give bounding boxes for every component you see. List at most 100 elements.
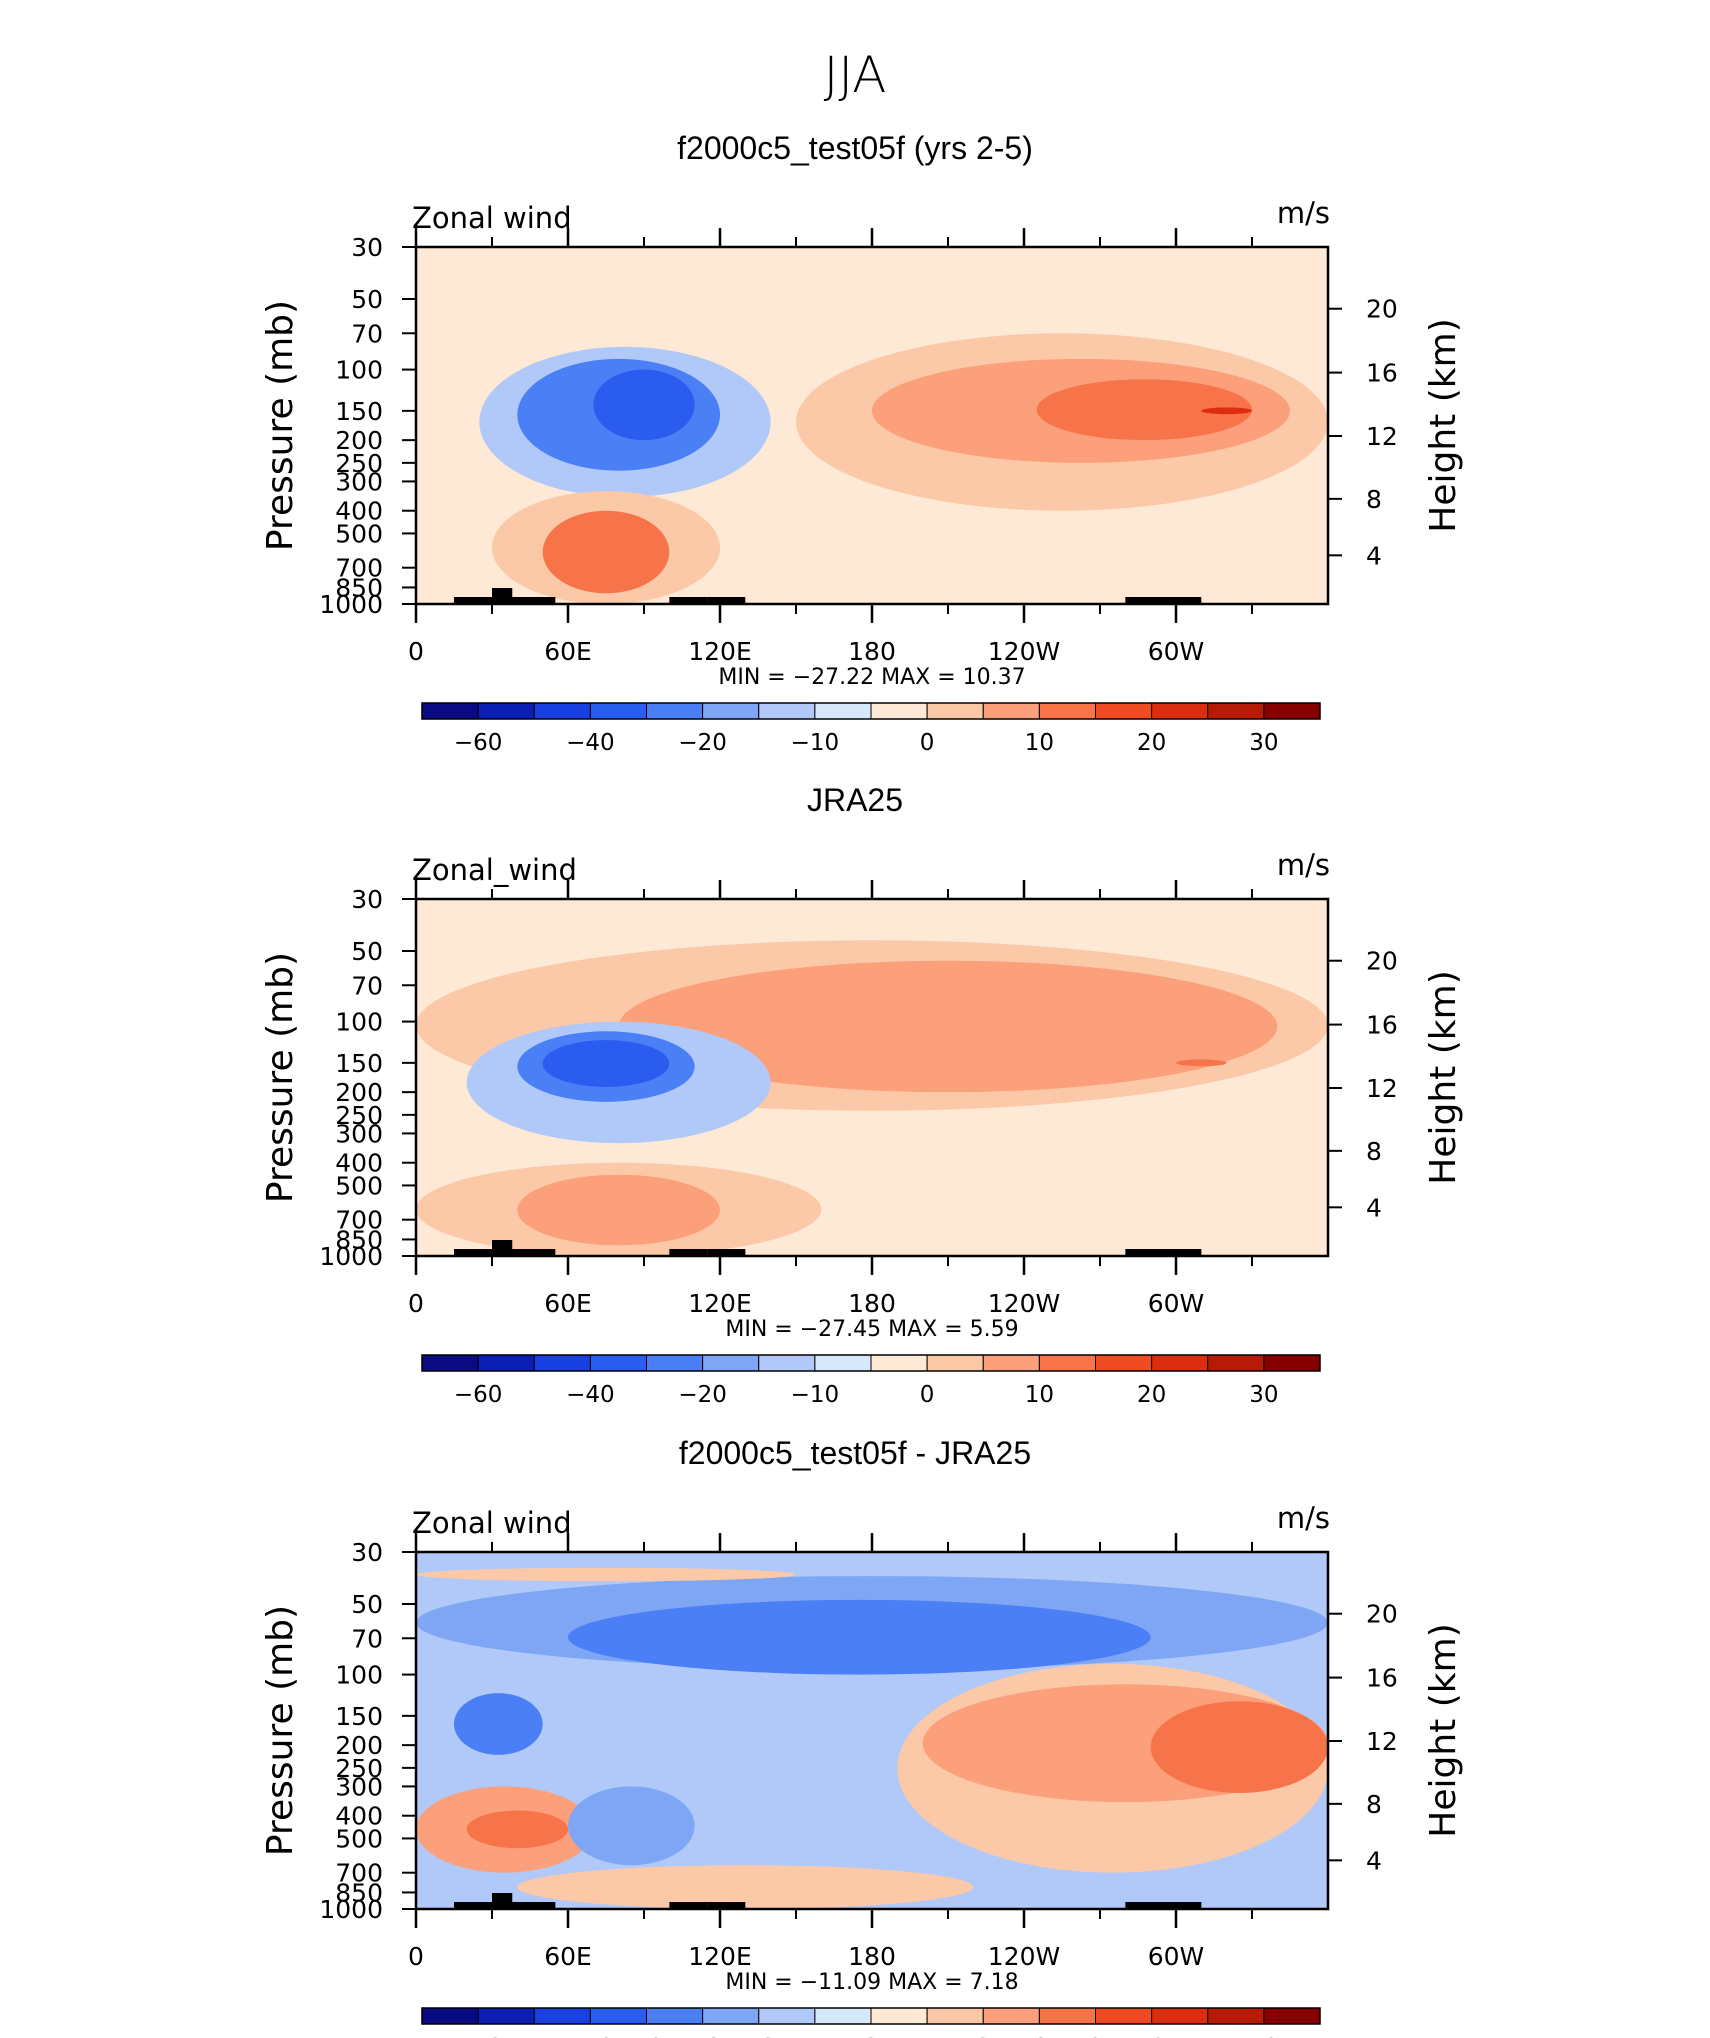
x-tick-label: 60W: [1148, 1942, 1205, 1971]
x-tick-label: 0: [408, 637, 424, 666]
x-tick-label: 120E: [688, 1942, 752, 1971]
y-tick-label: 200: [335, 1731, 383, 1760]
colorbar-swatch: [758, 1354, 816, 1372]
height-tick-label: 20: [1366, 947, 1398, 976]
x-tick-label: 120W: [988, 1289, 1060, 1318]
variable-label: Zonal_wind: [412, 853, 577, 887]
colorbar-swatch: [1151, 702, 1209, 720]
height-tick-label: 20: [1366, 1600, 1398, 1629]
colorbar-label: 0: [920, 1382, 935, 1408]
topography-block: [669, 1902, 708, 1909]
y-tick-label: 300: [335, 467, 383, 496]
y-tick-label: 850: [335, 1225, 383, 1254]
y-tick-label: 500: [335, 1171, 383, 1200]
contour-region: [466, 1810, 568, 1849]
colorbar-swatch: [589, 2007, 647, 2025]
topography-block: [1125, 597, 1202, 604]
y-tick-label: 700: [335, 1859, 383, 1888]
height-tick-label: 8: [1366, 485, 1382, 514]
height-tick-label: 16: [1366, 1664, 1398, 1693]
colorbar-label: 9: [1088, 2035, 1103, 2038]
contour-region: [1201, 407, 1252, 415]
panel-title: f2000c5_test05f (yrs 2-5): [677, 130, 1033, 166]
y-tick-label: 1000: [319, 590, 383, 619]
colorbar-swatch: [589, 1354, 647, 1372]
colorbar-label: 10: [1025, 730, 1054, 756]
colorbar-swatch: [1095, 2007, 1153, 2025]
colorbar-swatch: [982, 702, 1040, 720]
height-tick-label: 8: [1366, 1790, 1382, 1819]
colorbar-swatch: [926, 2007, 984, 2025]
y-tick-label: 50: [351, 285, 383, 314]
y-axis-label: Pressure (mb): [260, 1605, 301, 1856]
y-tick-label: 70: [351, 1624, 383, 1653]
topography-block: [707, 1902, 746, 1909]
y-tick-label: 400: [335, 497, 383, 526]
y-tick-label: 1000: [319, 1242, 383, 1271]
colorbar-swatch: [758, 2007, 816, 2025]
height-tick-label: 8: [1366, 1137, 1382, 1166]
page-title: JJA: [824, 46, 887, 104]
x-tick-label: 60E: [544, 1289, 592, 1318]
topography-block: [1125, 1249, 1202, 1256]
colorbar-label: 0: [920, 730, 935, 756]
y-tick-label: 100: [335, 356, 383, 385]
colorbar-label: −60: [454, 730, 503, 756]
x-tick-label: 120E: [688, 1289, 752, 1318]
colorbar-swatch: [814, 702, 872, 720]
colorbar-swatch: [814, 1354, 872, 1372]
height-tick-label: 4: [1366, 1846, 1382, 1875]
topography-block: [1125, 1902, 1202, 1909]
height-tick-label: 20: [1366, 295, 1398, 324]
colorbar-swatch: [1207, 1354, 1265, 1372]
x-tick-label: 60E: [544, 637, 592, 666]
colorbar-swatch: [1038, 702, 1096, 720]
y-tick-label: 250: [335, 1101, 383, 1130]
topography-block: [530, 1902, 556, 1909]
contour-fill: [416, 1552, 1328, 1909]
colorbar-label: −3: [742, 2035, 776, 2038]
height-tick-label: 12: [1366, 1727, 1398, 1756]
contour-region: [454, 1693, 543, 1755]
height-tick-label: 4: [1366, 1193, 1382, 1222]
colorbar-swatch: [1151, 1354, 1209, 1372]
x-tick-label: 0: [408, 1289, 424, 1318]
colorbar-swatch: [477, 2007, 535, 2025]
colorbar-swatch: [533, 702, 591, 720]
colorbar-swatch: [477, 1354, 535, 1372]
y-axis-label: Pressure (mb): [260, 300, 301, 551]
topography-block: [669, 597, 708, 604]
colorbar-label: −20: [678, 1382, 727, 1408]
y-tick-label: 70: [351, 971, 383, 1000]
y-tick-label: 300: [335, 1772, 383, 1801]
colorbar-swatch: [589, 702, 647, 720]
contour-fill: [416, 247, 1328, 604]
contour-region: [416, 1567, 796, 1582]
colorbar-label: −40: [566, 730, 615, 756]
colorbar-swatch: [926, 702, 984, 720]
units-label: m/s: [1277, 1501, 1330, 1535]
colorbar-swatch: [926, 1354, 984, 1372]
colorbar-swatch: [870, 702, 928, 720]
y-tick-label: 250: [335, 1754, 383, 1783]
contour-region: [542, 1040, 670, 1087]
colorbar-label: 10: [1025, 1382, 1054, 1408]
y-tick-label: 150: [335, 1702, 383, 1731]
colorbar-swatch: [646, 2007, 704, 2025]
y-tick-label: 200: [335, 426, 383, 455]
colorbar-swatch: [814, 2007, 872, 2025]
min-max-label: MIN = −27.22 MAX = 10.37: [718, 665, 1025, 690]
colorbar-label: 30: [1249, 1382, 1278, 1408]
contour-region: [593, 369, 695, 441]
colorbar-frame: [421, 2007, 1321, 2025]
colorbar-swatch: [1263, 1354, 1321, 1372]
y-tick-label: 30: [351, 233, 383, 262]
colorbar-swatch: [533, 2007, 591, 2025]
topography-block: [707, 1249, 746, 1256]
topography-peak: [492, 1240, 513, 1256]
colorbar-label: −40: [566, 1382, 615, 1408]
chart-panel-2: JRA25 Zonal_wind m/s 0 60E 120E 180 120W 60W 30 50…: [260, 782, 1464, 1408]
colorbar-label: −6: [686, 2035, 720, 2038]
chart-panel-3: f2000c5_test05f - JRA25 Zonal wind m/s 0 60E…: [260, 1435, 1464, 2038]
